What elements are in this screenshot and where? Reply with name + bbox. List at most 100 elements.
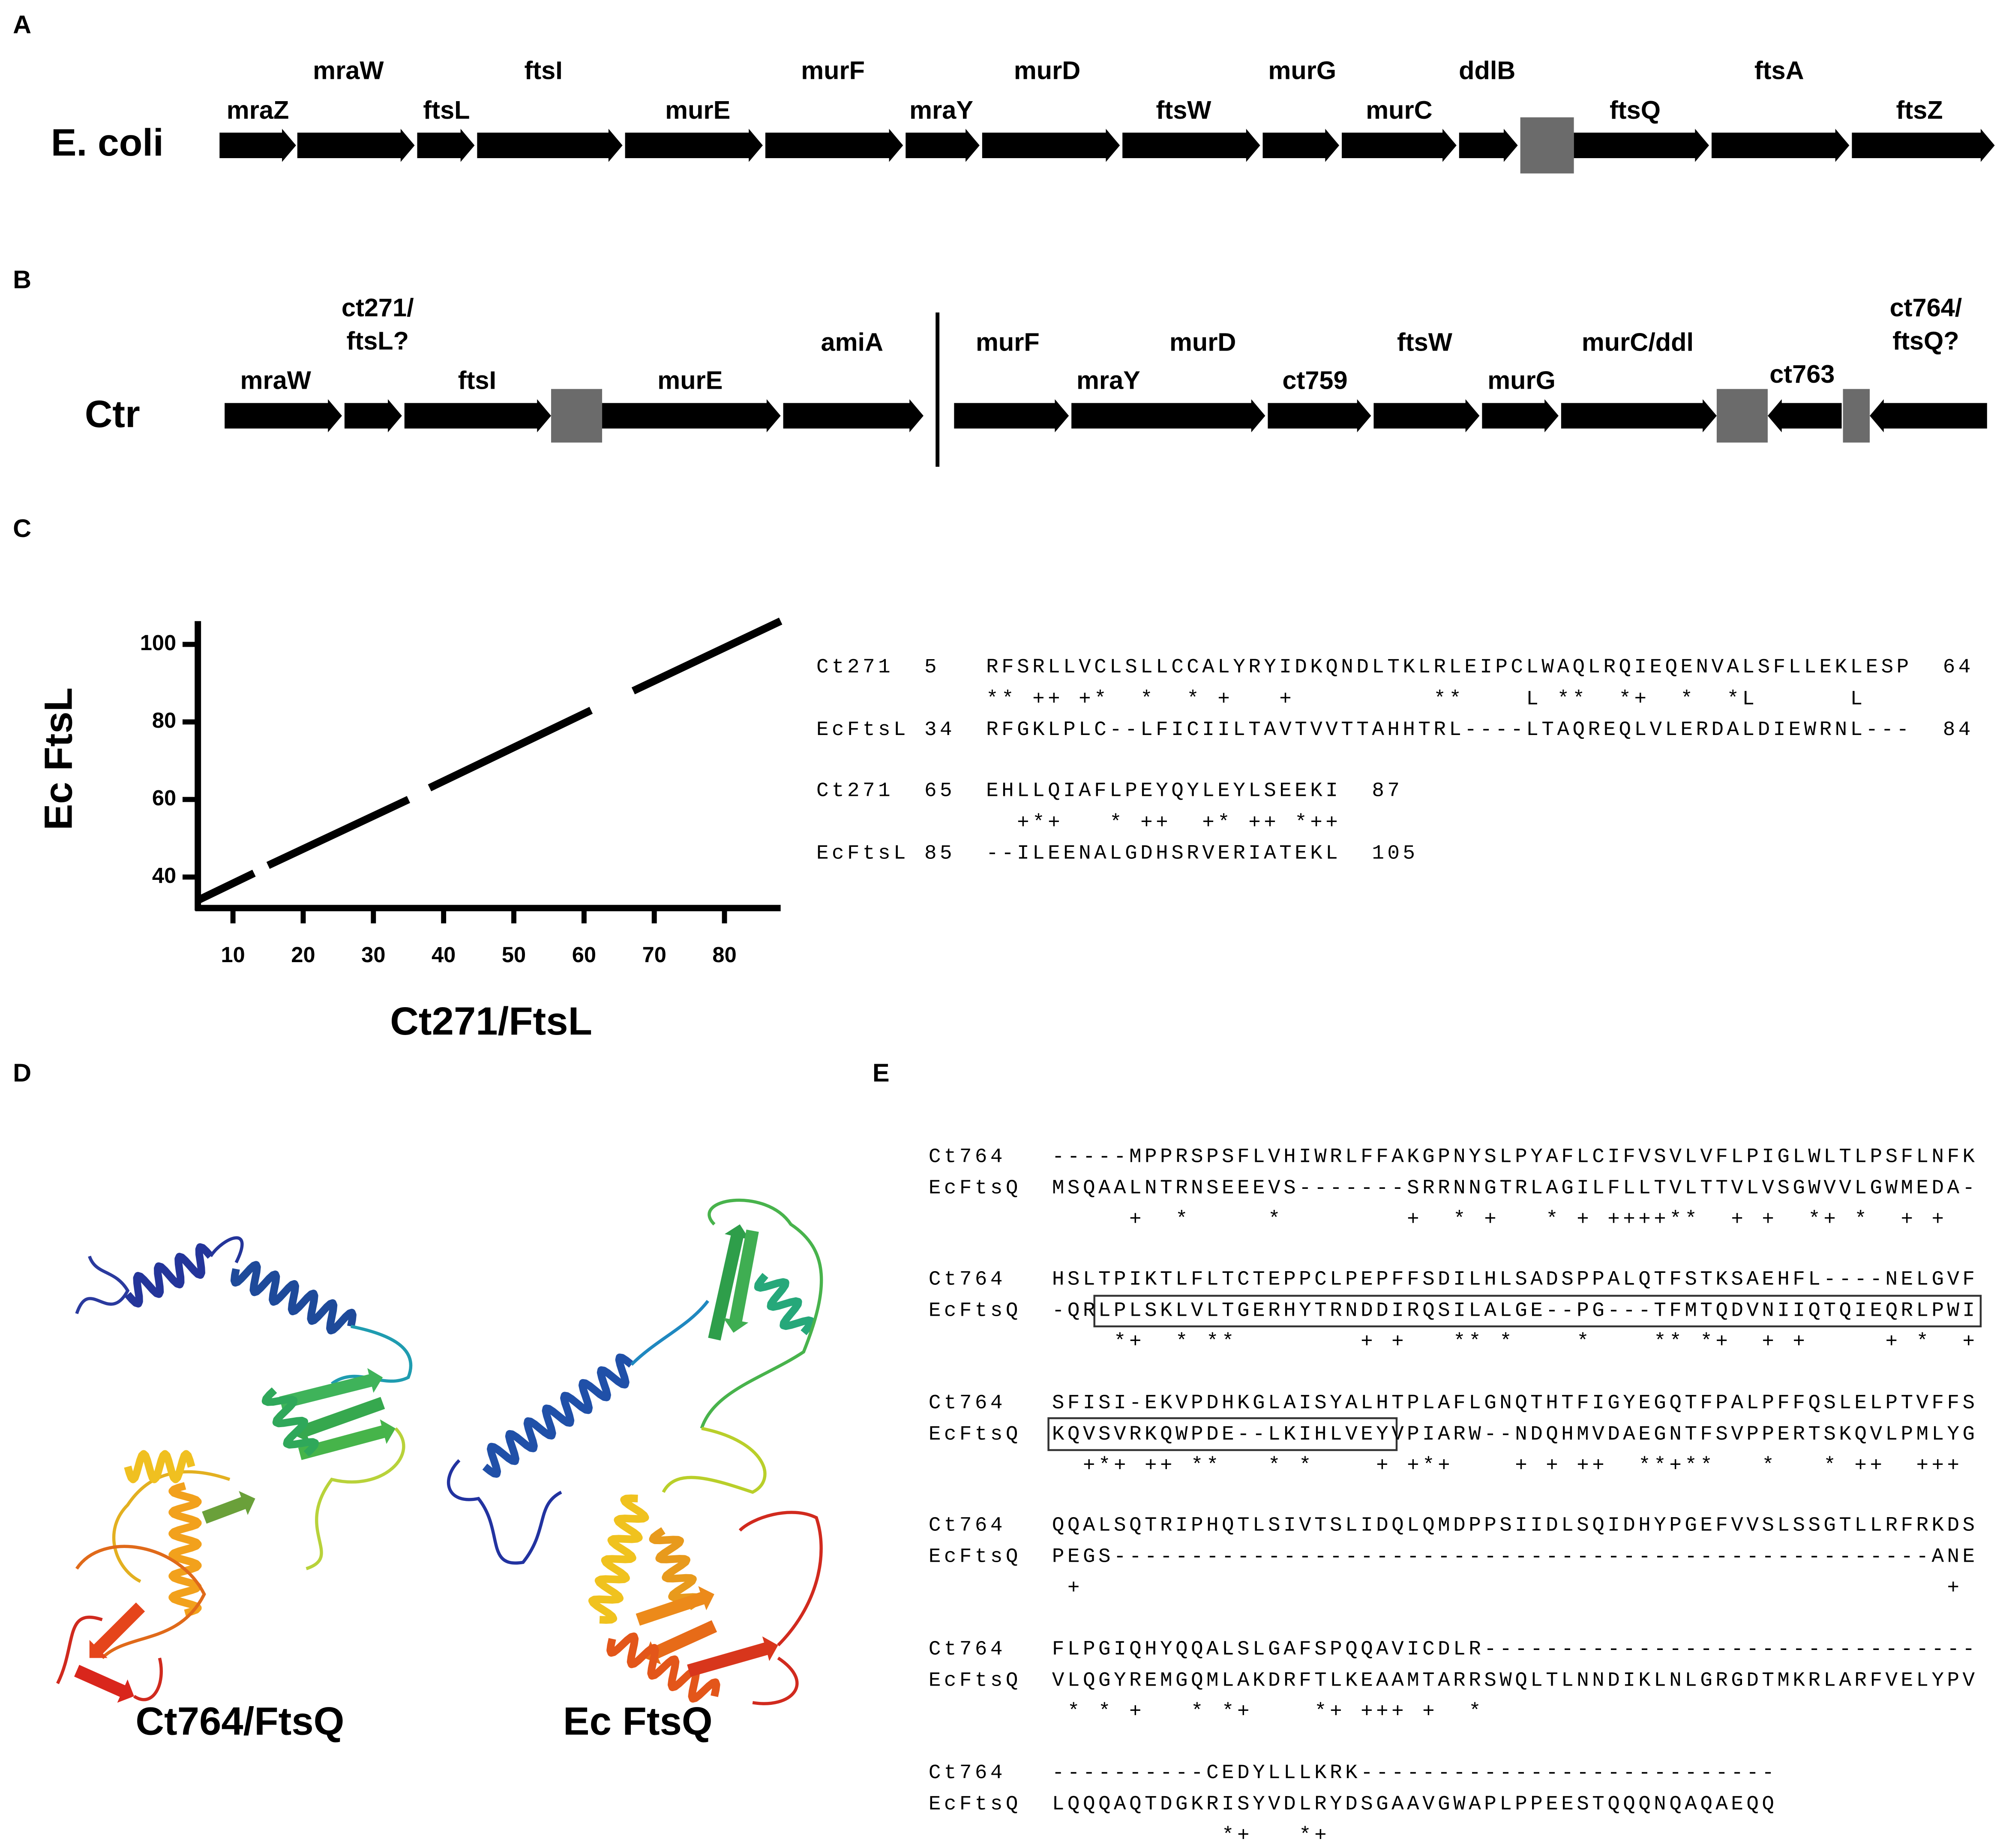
- gene-arrow: [1712, 129, 1850, 162]
- gene-label-line: ftsW: [1397, 327, 1453, 356]
- gene-label-line: ct763: [1769, 360, 1835, 388]
- alignment-row: Ct764 FLPGIQHYQQALSLGAFSPQQAVICDLR------…: [929, 1638, 1978, 1661]
- protein-coil: [738, 1511, 823, 1705]
- gene-arrow: [219, 129, 296, 162]
- gene-label: murD: [1014, 56, 1080, 85]
- protein-sheet: [74, 1665, 134, 1703]
- gene-label-line: murG: [1487, 366, 1556, 395]
- protein-sheet: [636, 1586, 714, 1626]
- gene-label: murF: [801, 56, 865, 85]
- protein-coil: [56, 1615, 163, 1701]
- gene-arrow: [765, 129, 903, 162]
- x-axis-title: Ct271/FtsL: [390, 999, 592, 1043]
- protein-coil: [75, 1255, 130, 1314]
- gene-label: murG: [1487, 366, 1556, 395]
- protein-sheet: [644, 1620, 717, 1665]
- structure-label: Ct764/FtsQ: [135, 1699, 344, 1743]
- y-tick-label: 80: [152, 708, 176, 732]
- protein-helix: [124, 1450, 195, 1483]
- gene-arrow: [1373, 399, 1480, 432]
- gene-label: ftsL: [423, 96, 470, 124]
- gene-box: [1520, 117, 1574, 174]
- gene-box: [1716, 389, 1768, 443]
- x-tick-label: 40: [432, 942, 456, 967]
- gene-label: ftsW: [1397, 327, 1453, 356]
- gene-arrow: [1459, 129, 1518, 162]
- alignment-row: Ct764 QQALSQTRIPHQTLSIVTSLIDQLQMDPPSIIDL…: [929, 1514, 1978, 1537]
- protein-coil: [209, 1236, 244, 1263]
- protein-sheet: [298, 1419, 396, 1460]
- alignment-row: Ct764 ----------CEDYLLLKRK--------------…: [929, 1761, 1778, 1785]
- alignment-row: *+ * ** + + ** * * ** *+ + + + * +: [929, 1330, 1978, 1353]
- protein-sheet: [202, 1491, 255, 1524]
- alignment-row: Ct271 5 RFSRLLVCLSLLCCALYRYIDKQNDLTKLRLE…: [816, 656, 1974, 679]
- x-tick-label: 80: [712, 942, 736, 967]
- x-tick-label: 60: [572, 942, 596, 967]
- panel-label: B: [13, 265, 31, 294]
- gene-label: mraY: [1076, 366, 1140, 395]
- y-tick-label: 40: [152, 863, 176, 888]
- alignment-row: + * * + * + * + ++++** + + *+ * + +: [929, 1208, 1947, 1231]
- protein-coil: [330, 1325, 413, 1385]
- gene-label-line: murF: [976, 327, 1040, 356]
- gene-label: murG: [1268, 56, 1336, 85]
- protein-helix: [482, 1353, 634, 1478]
- gene-label: ct759: [1282, 366, 1347, 395]
- gene-label-line: mraY: [1076, 366, 1140, 395]
- protein-sheet: [279, 1368, 383, 1410]
- gene-arrow: [1262, 129, 1340, 162]
- gene-arrow: [1342, 129, 1457, 162]
- gene-label-line: ct759: [1282, 366, 1347, 395]
- alignment-row: EcFtsQ KQVSVRKQWPDE--LKIHLVEYVPIARW--NDQ…: [929, 1423, 1978, 1446]
- panel-label: E: [873, 1059, 890, 1087]
- gene-label: ct764/ftsQ?: [1890, 293, 1962, 355]
- protein-helix: [588, 1494, 649, 1624]
- alignment-row: EcFtsQ PEGS-----------------------------…: [929, 1545, 1978, 1569]
- x-tick-label: 10: [221, 942, 245, 967]
- protein-coil: [700, 1198, 823, 1429]
- gene-arrow: [1482, 399, 1559, 432]
- gene-box: [1843, 389, 1870, 443]
- gene-label: ftsW: [1156, 96, 1212, 124]
- panel-label: D: [13, 1059, 31, 1087]
- alignment-row: EcFtsQ -QRLPLSKLVLTGERHYTRNDDIRQSILALGE-…: [929, 1299, 1978, 1322]
- x-tick-label: 30: [361, 942, 385, 967]
- organism-label: E. coli: [51, 121, 164, 164]
- gene-label-line: ftsL?: [347, 326, 409, 355]
- gene-label: murD: [1169, 327, 1236, 356]
- gene-arrow: [1122, 129, 1260, 162]
- organism-label: Ctr: [85, 393, 140, 435]
- gene-arrow: [982, 129, 1120, 162]
- gene-label: amiA: [821, 327, 884, 356]
- x-tick-label: 20: [291, 942, 315, 967]
- gene-label: murC/ddl: [1582, 327, 1694, 356]
- gene-label: ftsZ: [1896, 96, 1943, 124]
- structure-label: Ec FtsQ: [563, 1699, 713, 1743]
- gene-arrow: [477, 129, 623, 162]
- panel-label: A: [13, 10, 31, 39]
- highlight-box: [1093, 1295, 1982, 1328]
- protein-coil: [630, 1300, 710, 1366]
- protein-sheet: [708, 1224, 750, 1341]
- gene-label-line: ct271/: [342, 293, 414, 322]
- gene-arrow: [297, 129, 415, 162]
- protein-sheet: [89, 1602, 145, 1658]
- alignment-row: EcFtsL 85 --ILEENALGDHSRVERIATEKL 105: [816, 842, 1418, 865]
- highlight-box: [1047, 1417, 1398, 1451]
- gene-label: murC: [1366, 96, 1432, 124]
- gene-label-line: mraW: [240, 366, 312, 395]
- gene-label: ddlB: [1459, 56, 1515, 85]
- alignment-row: *+ *+: [929, 1824, 1330, 1847]
- alignment-row: EcFtsQ VLQGYREMGQMLAKDRFTLKEAAMTARRSWQLT…: [929, 1669, 1978, 1692]
- alignment-row: Ct764 -----MPPRSPSFLVHIWRLFFAKGPNYSLPYAF…: [929, 1146, 1978, 1169]
- protein-coil: [306, 1427, 405, 1570]
- gene-arrow: [417, 129, 475, 162]
- gene-label: ftsI: [458, 366, 496, 395]
- protein-structures: [56, 1198, 823, 1705]
- gene-label: murE: [657, 366, 723, 395]
- protein-coil: [662, 1427, 767, 1494]
- gene-label: mraZ: [227, 96, 289, 124]
- x-tick-label: 70: [642, 942, 666, 967]
- alignment-row: Ct764 SFISI-EKVPDHKGLAISYALHTPLAFLGNQTHT…: [929, 1392, 1978, 1415]
